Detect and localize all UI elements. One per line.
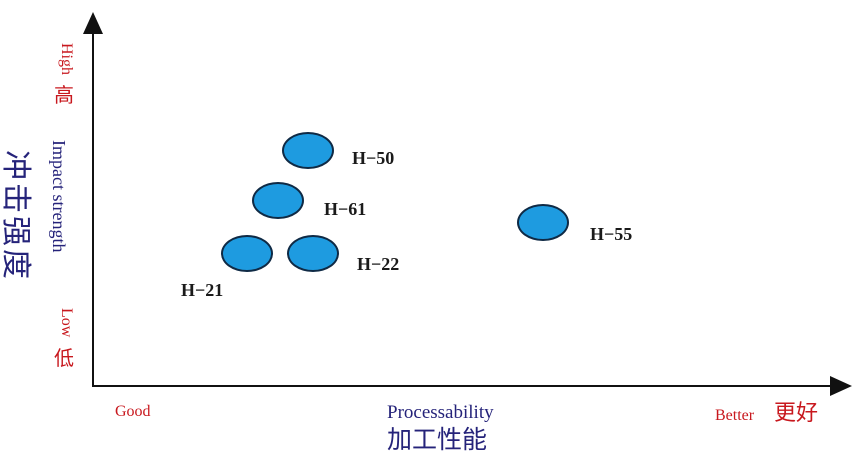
y-high-label: High [58, 43, 75, 75]
x-low-label: Good [115, 403, 151, 420]
data-point-h50 [282, 132, 334, 169]
data-label-h61: H−61 [324, 199, 367, 219]
data-point-h21 [221, 235, 273, 272]
x-high-label-cn: 更好 [774, 400, 819, 425]
y-high-label-cn: 高 [54, 85, 74, 107]
data-point-h61 [252, 182, 304, 219]
data-point-h22 [287, 235, 339, 272]
y-axis-title-cn: 冲击强度 [0, 150, 32, 282]
y-axis-arrow-icon [83, 12, 103, 34]
data-label-h55: H−55 [590, 224, 633, 244]
x-high-label: Better [715, 407, 755, 424]
y-low-label-cn: 低 [54, 348, 74, 370]
x-axis-title: Processability [387, 402, 494, 423]
data-point-h55 [517, 204, 569, 241]
x-axis-arrow-icon [830, 376, 852, 396]
data-label-h22: H−22 [357, 254, 400, 274]
data-label-h50: H−50 [352, 148, 395, 168]
x-axis-title-cn: 加工性能 [387, 427, 488, 454]
y-axis-title: Impact strength [49, 140, 69, 253]
data-label-h21: H−21 [181, 280, 224, 300]
y-low-label: Low [58, 308, 75, 338]
